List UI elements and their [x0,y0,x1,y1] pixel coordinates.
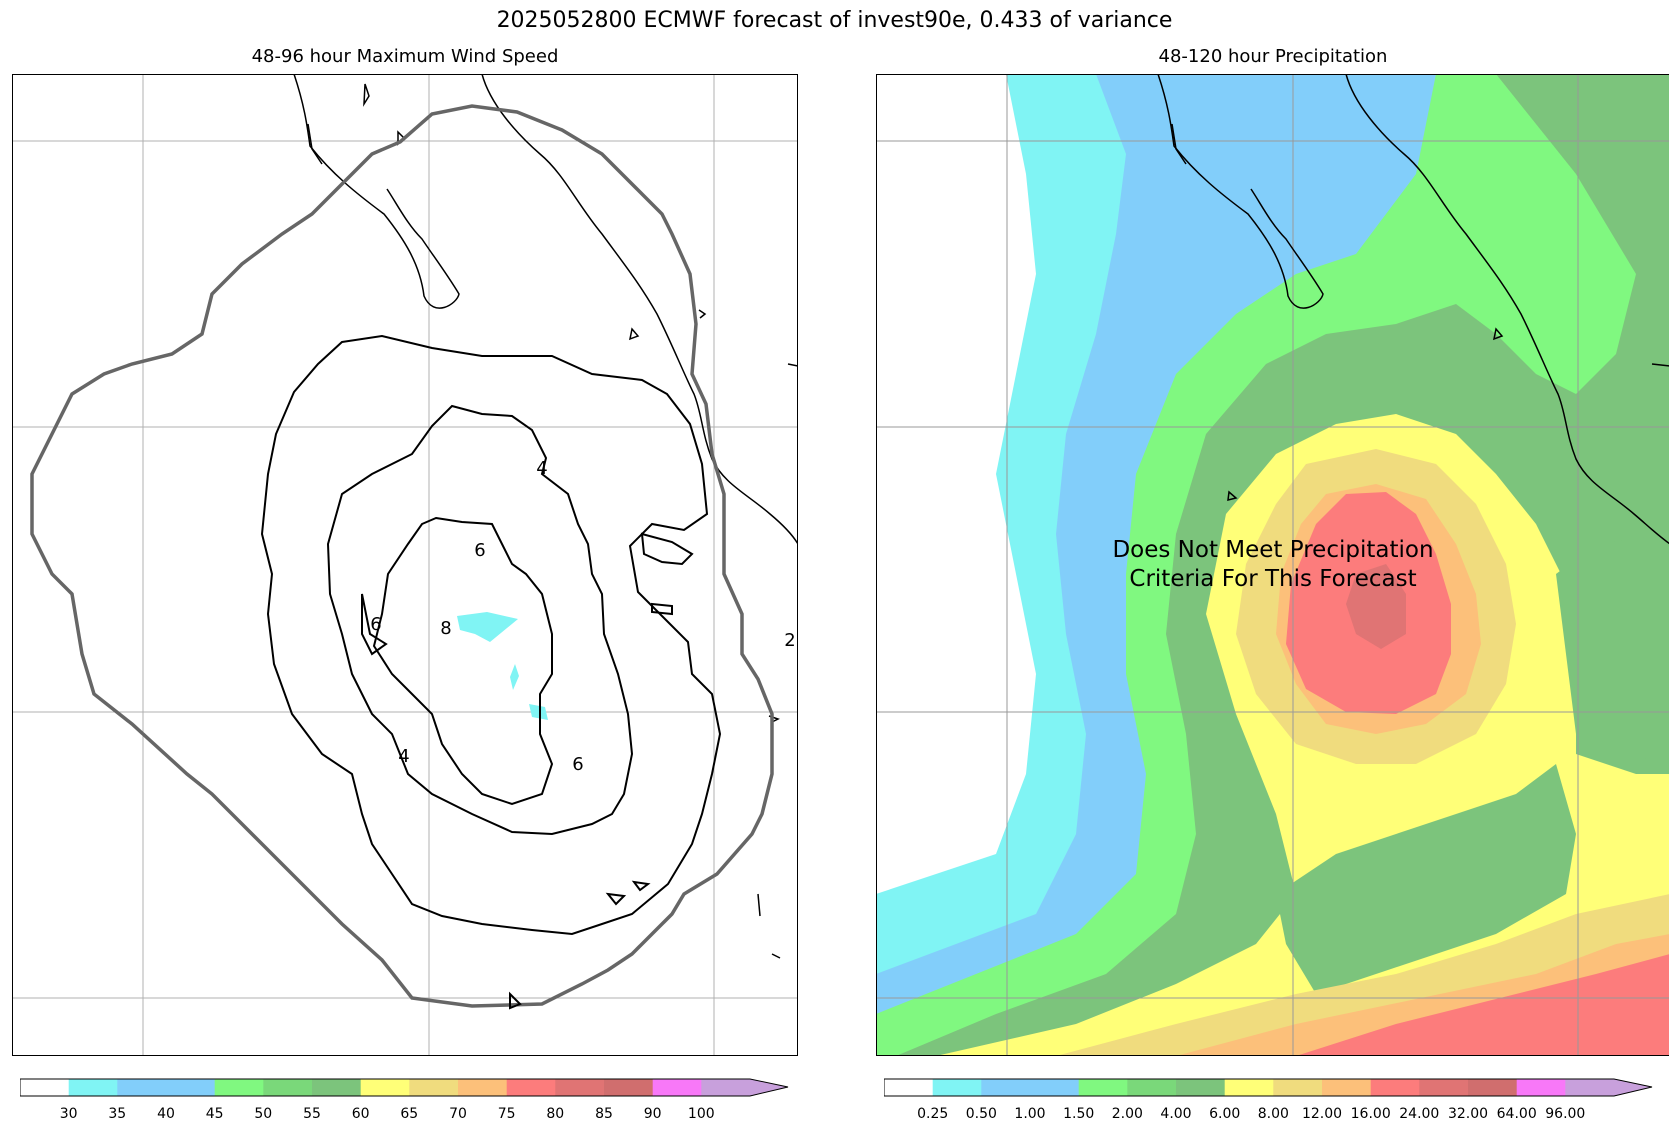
colorbar-cell [1030,1079,1080,1096]
colorbar-tick: 50 [254,1106,273,1122]
colorbar-cell [506,1079,556,1096]
colorbar-tick: 35 [108,1106,127,1122]
colorbar-cell [981,1079,1031,1096]
contour-label: 6 [370,614,381,635]
colorbar-cell [117,1079,167,1096]
precipitation-criteria-message: Does Not Meet Precipitation Criteria For… [876,536,1669,594]
colorbar-cell [1516,1079,1566,1096]
colorbar-cell [652,1079,702,1096]
precipitation-colorbar [884,1078,1653,1097]
colorbar-tick: 60 [351,1106,370,1122]
colorbar-cell [20,1079,70,1096]
colorbar-cell [555,1079,605,1096]
wind-speed-map: 4 6 6 8 4 6 2 [12,74,798,1056]
colorbar-cell [1224,1079,1274,1096]
colorbar-tick: 85 [595,1106,613,1122]
colorbar-tick: 30 [59,1106,78,1122]
contour-label: 6 [474,540,485,561]
colorbar-tick: 8.00 [1257,1106,1289,1122]
colorbar-cell [263,1079,313,1096]
colorbar-cell [1078,1079,1128,1096]
colorbar-tick: 55 [303,1106,321,1122]
colorbar-tick: 2.00 [1111,1106,1143,1122]
colorbar-tick: 4.00 [1160,1106,1192,1122]
colorbar-cell [1273,1079,1323,1096]
message-line-2: Criteria For This Forecast [1129,566,1417,592]
colorbar-cell [312,1079,362,1096]
colorbar-cell [166,1079,216,1096]
left-panel-title: 48-96 hour Maximum Wind Speed [251,46,559,67]
colorbar-tick: 80 [546,1106,565,1122]
colorbar-cell [1127,1079,1177,1096]
colorbar-cell [604,1079,654,1096]
contour-label: 4 [536,458,547,479]
colorbar-tick: 24.00 [1399,1106,1440,1122]
colorbar-cell [1468,1079,1518,1096]
colorbar-tick: 45 [205,1106,224,1122]
colorbar-cell [884,1079,934,1096]
colorbar-tick: 64.00 [1496,1106,1537,1122]
colorbar-cell [701,1079,788,1096]
colorbar-tick: 0.25 [917,1106,949,1122]
colorbar-cell [409,1079,459,1096]
colorbar-tick: 65 [400,1106,419,1122]
colorbar-tick: 40 [157,1106,175,1122]
colorbar-cell [1565,1079,1652,1096]
colorbar-cell [214,1079,264,1096]
colorbar-tick: 6.00 [1209,1106,1241,1122]
colorbar-tick: 1.50 [1063,1106,1095,1122]
right-panel-title: 48-120 hour Precipitation [1158,46,1388,67]
colorbar-tick: 90 [643,1106,662,1122]
contour-label: 4 [398,746,409,767]
precipitation-map [876,74,1669,1056]
wind-speed-colorbar [20,1078,789,1097]
colorbar-cell [1322,1079,1372,1096]
contour-label: 2 [784,630,795,651]
colorbar-tick: 75 [497,1106,516,1122]
colorbar-tick: 12.00 [1301,1106,1343,1122]
colorbar-cell [1419,1079,1469,1096]
message-line-1: Does Not Meet Precipitation [1112,537,1434,563]
colorbar-cell [68,1079,118,1096]
colorbar-tick: 70 [449,1106,467,1122]
colorbar-cell [1370,1079,1420,1096]
colorbar-cell [1176,1079,1226,1096]
colorbar-cell [458,1079,508,1096]
colorbar-cell [360,1079,410,1096]
colorbar-cell [932,1079,982,1096]
colorbar-tick: 100 [687,1106,715,1122]
colorbar-tick: 32.00 [1447,1106,1489,1122]
colorbar-tick: 1.00 [1014,1106,1046,1122]
colorbar-tick: 96.00 [1545,1106,1586,1122]
figure-title: 2025052800 ECMWF forecast of invest90e, … [496,8,1173,33]
colorbar-tick: 16.00 [1350,1106,1391,1122]
contour-label: 8 [440,618,451,639]
contour-label: 6 [572,754,583,775]
colorbar-tick: 0.50 [965,1106,997,1122]
